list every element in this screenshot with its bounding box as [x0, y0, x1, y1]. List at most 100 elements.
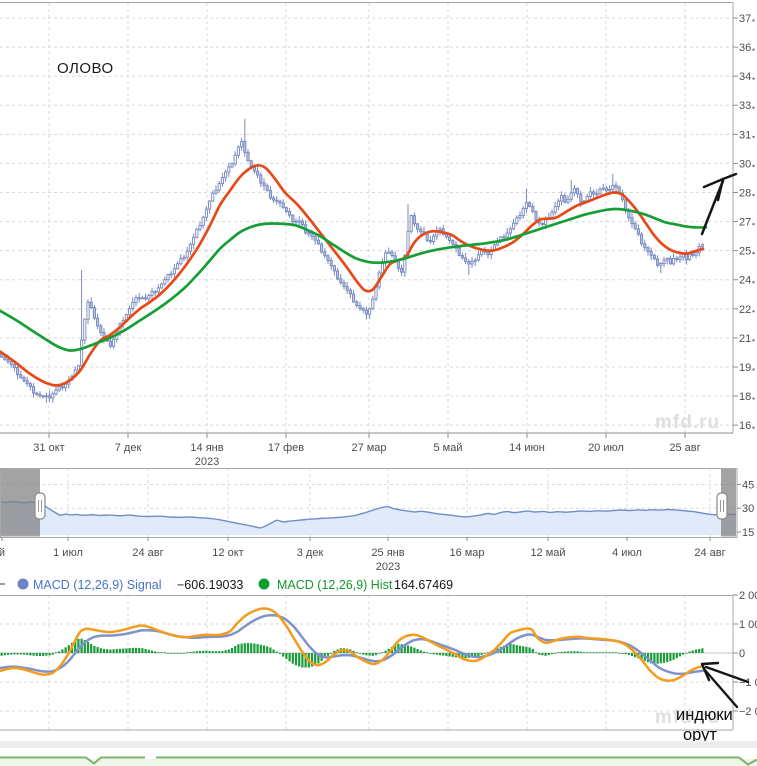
macd-hist-bar: [662, 653, 666, 663]
macd-hist-bar: [582, 652, 586, 653]
candle-body: [627, 210, 631, 219]
legend-item-hist[interactable]: MACD (12,26,9) Hist 164.67469: [258, 578, 454, 592]
candle-body: [22, 377, 26, 382]
candle-body: [236, 146, 240, 156]
macd-ytick-label: 2 000: [739, 590, 757, 602]
candle-body: [233, 154, 237, 165]
navigator-area-series: [0, 500, 737, 535]
price-xtick-label: 7 дек: [115, 442, 142, 454]
candle-body: [169, 273, 173, 276]
macd-hist-bar: [310, 653, 314, 667]
candle-body: [156, 287, 160, 293]
macd-hist-bar: [618, 653, 621, 654]
candle-body: [576, 188, 580, 195]
price-ytick-decimal-dot: [752, 310, 755, 313]
macd-hist-bar: [525, 646, 528, 653]
candle-body: [326, 255, 330, 261]
candle-body: [691, 253, 695, 256]
macd-hist-bar: [32, 653, 35, 656]
macd-hist-bar: [128, 648, 131, 653]
candle-body: [131, 301, 135, 309]
macd-hist-bar: [74, 640, 77, 653]
candle-body: [323, 251, 327, 257]
candle-body: [502, 236, 506, 239]
navigator-masked-ranges[interactable]: [0, 468, 736, 537]
navigator-handle-left[interactable]: [34, 492, 46, 520]
candle-body: [656, 258, 660, 266]
candle-body: [508, 228, 512, 234]
macd-hist-bar: [605, 652, 608, 653]
macd-hist-bar: [378, 653, 381, 654]
candle-body: [214, 189, 218, 194]
candle-body: [252, 166, 256, 172]
macd-hist-bar: [694, 649, 698, 653]
macd-hist-bar: [317, 653, 320, 664]
macd-hist-bar: [659, 653, 662, 664]
navigator-y-axis: 45 30 15: [737, 480, 754, 539]
price-ytick-decimal-dot: [752, 48, 755, 51]
macd-hist-bar: [150, 650, 154, 653]
navigator-range-handles[interactable]: [34, 492, 728, 520]
price-ytick-decimal-dot: [752, 339, 755, 342]
macd-hist-bar: [195, 651, 198, 653]
navigator-handle-right[interactable]: [716, 492, 728, 520]
candle-body: [230, 163, 234, 168]
macd-hist-bar: [576, 651, 579, 653]
macd-hist-bar: [182, 653, 186, 654]
candle-body: [150, 291, 154, 297]
price-xtick-label: 27 мар: [351, 442, 386, 454]
macd-hist-bar: [250, 643, 253, 653]
candle-body: [112, 338, 116, 347]
navigator-panel[interactable]: 45 30 15 й 1 июл 24 авг 12 окт 3 дек 25 янв 16 м…: [0, 468, 754, 573]
candle-body: [352, 293, 356, 303]
macd-hist-bar: [227, 649, 230, 653]
price-ytick-label: 33: [739, 100, 751, 112]
candle-body: [438, 228, 442, 231]
macd-hist-bar: [173, 653, 176, 654]
macd-hist-bar: [157, 652, 160, 653]
candle-body: [633, 223, 637, 230]
macd-ytick-label: 0: [739, 648, 745, 660]
candle-body: [364, 309, 368, 315]
macd-hist-bar: [531, 648, 534, 653]
candle-body: [291, 214, 295, 223]
navigator-xtick-label: 24 авг: [694, 547, 725, 559]
macd-hist-bar: [330, 653, 333, 654]
candle-body: [556, 200, 560, 208]
annotation-note-line1: индюки: [676, 706, 733, 724]
legend-item-signal[interactable]: MACD (12,26,9) Signal −606.19033: [17, 578, 244, 592]
ma-fast-line: [0, 163, 705, 387]
macd-line: [0, 607, 705, 682]
macd-hist-bar: [445, 653, 448, 656]
watermark-main: mfd.ru: [655, 412, 720, 433]
macd-hist-bar: [550, 653, 554, 655]
candle-body: [473, 259, 477, 262]
candle-body: [480, 250, 484, 256]
price-ytick-label: 24: [739, 275, 751, 287]
macd-hist-bar: [477, 653, 480, 657]
macd-panel[interactable]: 2 0001 0000−1 000−2 000 mfd.ru индюки ор…: [0, 590, 757, 744]
macd-hist-bar: [102, 648, 106, 653]
macd-hist-bar: [64, 647, 67, 653]
candle-body: [294, 220, 298, 223]
candle-body: [57, 386, 61, 391]
navigator-x-axis: й 1 июл 24 авг 12 окт 3 дек 25 янв 16 мар 12 ма…: [0, 537, 726, 573]
navigator-frame-rect: [0, 468, 738, 538]
price-ytick-label: 34: [739, 71, 751, 83]
candle-body: [60, 386, 64, 389]
macd-hist-bar: [355, 652, 358, 653]
candle-body: [288, 210, 292, 216]
macd-hist-bar: [627, 653, 630, 656]
candle-body: [560, 195, 564, 202]
navigator-mask-left[interactable]: [0, 468, 40, 537]
macd-hist-bar: [19, 653, 22, 655]
macd-hist-bar: [608, 652, 611, 653]
macd-hist-bar: [42, 653, 45, 657]
navigator-mask-right[interactable]: [721, 468, 736, 537]
macd-hist-bar: [304, 653, 307, 668]
price-panel[interactable]: 37 36 34 33 31 30 28 27 25 24 22 21 19 18 16 31 окт 7 д…: [0, 2, 755, 469]
macd-hist-bar: [122, 648, 125, 653]
candle-body: [316, 239, 320, 245]
macd-hist-bar: [544, 653, 547, 656]
candle-body: [160, 283, 164, 289]
